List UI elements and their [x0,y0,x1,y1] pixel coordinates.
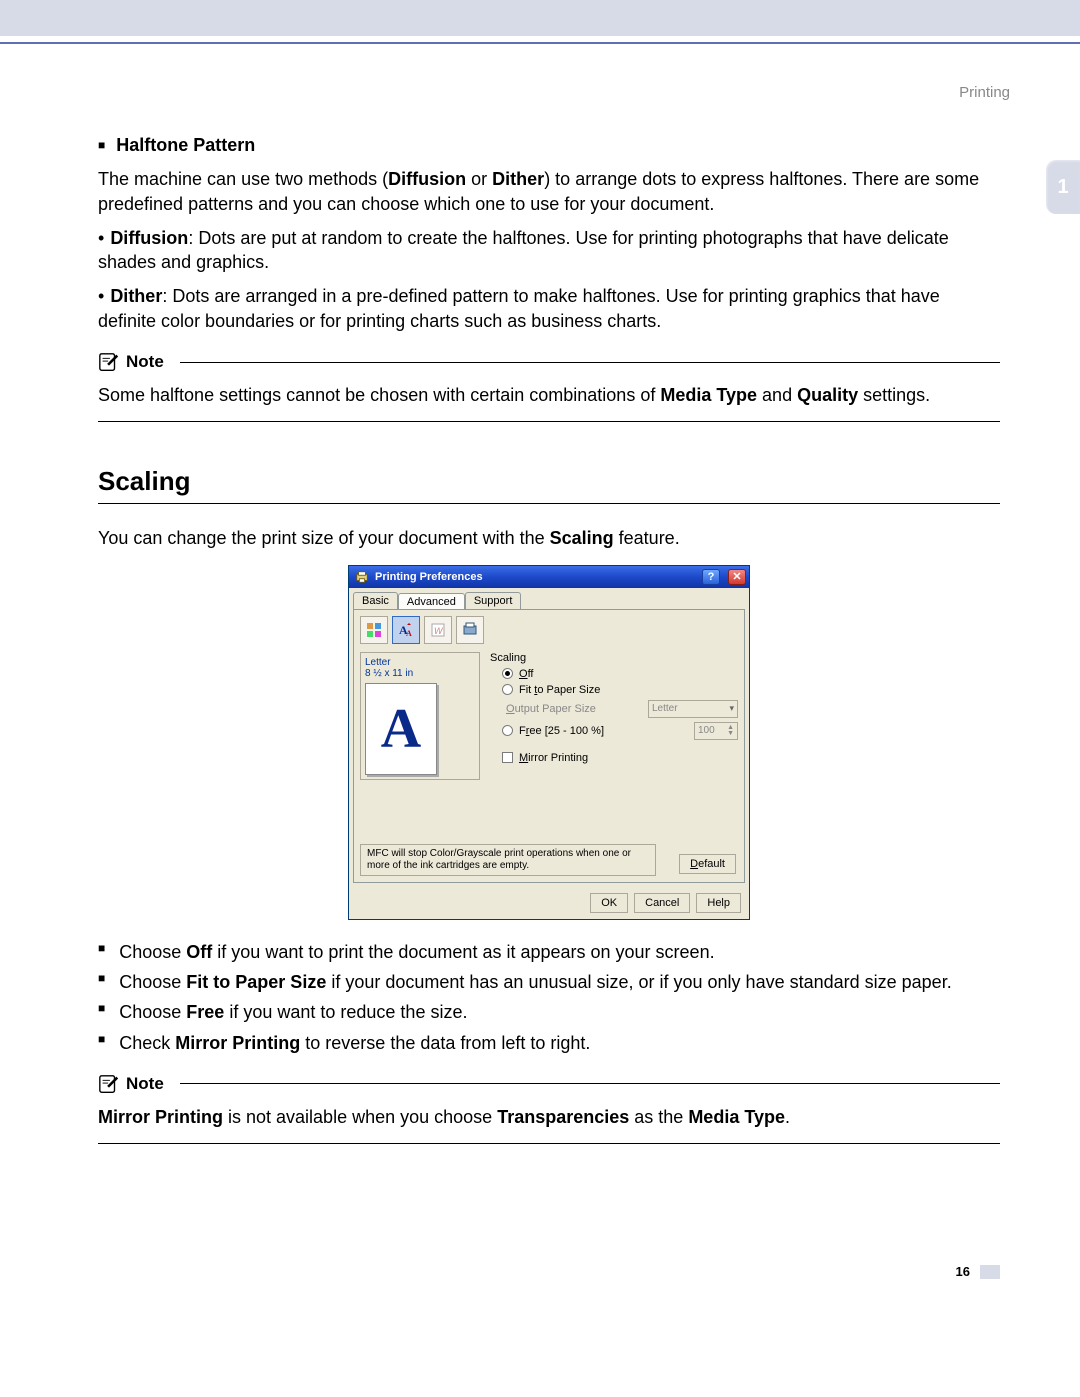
bullet-mirror: ■ Check Mirror Printing to reverse the d… [98,1031,1000,1055]
halftone-heading: ■ Halftone Pattern [98,133,1000,157]
square-bullet-icon: ■ [98,1000,105,1024]
header-section-label: Printing [80,84,1010,101]
dialog-body: Basic Advanced Support AA [349,588,749,887]
note-close-rule [98,421,1000,422]
note-header: Note [98,351,1000,373]
scaling-rule [98,503,1000,504]
printer-icon [355,570,369,584]
mirror-label: Mirror Printing [519,752,588,764]
tab-support[interactable]: Support [465,592,522,610]
radio-fit[interactable] [502,684,513,695]
note-block-2: Note Mirror Printing is not available wh… [98,1073,1000,1144]
dither-bullet: •Dither: Dots are arranged in a pre-defi… [98,284,1000,333]
panel-columns: Letter 8 ½ x 11 in A Scaling Off [360,652,738,780]
diffusion-bullet: •Diffusion: Dots are put at random to cr… [98,226,1000,275]
halftone-title: Halftone Pattern [116,135,255,155]
tool-device-icon[interactable] [456,616,484,644]
chevron-down-icon: ▾ [729,703,734,714]
mirror-row[interactable]: Mirror Printing [502,752,738,764]
note-close-rule [98,1143,1000,1144]
page-footer: 16 [98,1264,1000,1279]
note-pencil-icon [98,351,120,373]
note1-body: Some halftone settings cannot be chosen … [98,383,1000,407]
output-size-combo[interactable]: Letter ▾ [648,700,738,718]
radio-free-row[interactable]: Free [25 - 100 %] 100 ▲▼ [502,722,738,740]
tool-watermark-icon[interactable]: W [424,616,452,644]
tab-strip: Basic Advanced Support [353,592,745,610]
svg-text:A: A [406,629,412,638]
radio-free[interactable] [502,725,513,736]
tool-color-icon[interactable] [360,616,388,644]
tab-basic[interactable]: Basic [353,592,398,610]
form-column: Scaling Off Fit to Paper Size [490,652,738,780]
scaling-heading: Scaling [98,466,1000,497]
bullet-dot-icon: • [98,228,104,248]
bullet-off: ■ Choose Off if you want to print the do… [98,940,1000,964]
bullet-dot-icon: • [98,286,104,306]
dialog-footer: OK Cancel Help [349,887,749,919]
preview-glyph: A [381,697,421,761]
tool-scaling-icon[interactable]: AA [392,616,420,644]
top-accent-bar [0,0,1080,36]
preview-column: Letter 8 ½ x 11 in A [360,652,480,780]
printing-preferences-dialog: Printing Preferences ? ✕ Basic Advanced … [348,565,750,920]
chapter-number: 1 [1057,176,1068,199]
content: ■ Halftone Pattern The machine can use t… [80,133,1010,1279]
close-window-button[interactable]: ✕ [728,569,746,585]
default-button-row: Default [679,854,736,874]
square-bullet-icon: ■ [98,138,105,152]
page: Printing 1 ■ Halftone Pattern The machin… [0,44,1080,1319]
dialog-toolbar: AA W [360,616,738,644]
radio-fit-label: Fit to Paper Size [519,684,600,696]
output-size-row: Output Paper Size Letter ▾ [506,700,738,718]
cancel-button[interactable]: Cancel [634,893,690,913]
spinner-arrows-icon: ▲▼ [727,725,734,737]
radio-off-row[interactable]: Off [502,668,738,680]
note-title: Note [126,1074,164,1094]
note-block-1: Note Some halftone settings cannot be ch… [98,351,1000,422]
radio-off-label: Off [519,668,533,680]
dialog-title: Printing Preferences [375,571,694,583]
radio-fit-row[interactable]: Fit to Paper Size [502,684,738,696]
advanced-panel: AA W Letter 8 ½ x [353,609,745,883]
note2-body: Mirror Printing is not available when yo… [98,1105,1000,1129]
paper-preview: A [365,683,437,775]
square-bullet-icon: ■ [98,940,105,964]
preview-paper-name: Letter [365,657,475,668]
square-bullet-icon: ■ [98,1031,105,1055]
radio-free-label: Free [25 - 100 %] [519,725,604,737]
page-number: 16 [956,1264,970,1279]
bullet-free: ■ Choose Free if you want to reduce the … [98,1000,1000,1024]
help-button[interactable]: Help [696,893,741,913]
scaling-group-label: Scaling [490,652,738,664]
dialog-container: Printing Preferences ? ✕ Basic Advanced … [98,565,1000,920]
chapter-side-tab: 1 [1046,160,1080,214]
scaling-intro: You can change the print size of your do… [98,526,1000,550]
ok-button[interactable]: OK [590,893,628,913]
default-button[interactable]: Default [679,854,736,874]
note-header: Note [98,1073,1000,1095]
dialog-titlebar[interactable]: Printing Preferences ? ✕ [349,566,749,588]
note-rule [180,362,1000,363]
note-title: Note [126,352,164,372]
status-message: MFC will stop Color/Grayscale print oper… [360,844,656,876]
square-bullet-icon: ■ [98,970,105,994]
bullet-fit: ■ Choose Fit to Paper Size if your docum… [98,970,1000,994]
output-size-label: Output Paper Size [506,703,596,715]
preview-paper-size: 8 ½ x 11 in [365,668,475,679]
help-window-button[interactable]: ? [702,569,720,585]
note-rule [180,1083,1000,1084]
halftone-intro: The machine can use two methods (Diffusi… [98,167,1000,216]
page-accent-block [980,1265,1000,1279]
free-percent-spinner[interactable]: 100 ▲▼ [694,722,738,740]
radio-off[interactable] [502,668,513,679]
mirror-checkbox[interactable] [502,752,513,763]
note-pencil-icon [98,1073,120,1095]
